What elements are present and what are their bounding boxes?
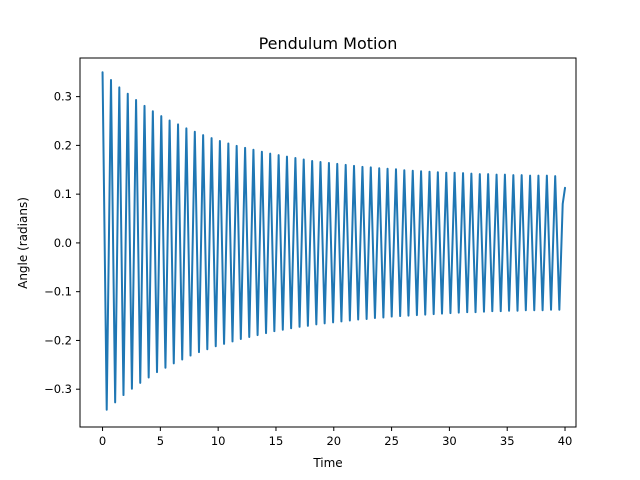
x-tick-label: 0 [99,434,106,448]
y-tick-label: 0.2 [54,138,72,152]
x-tick-label: 10 [211,434,226,448]
x-axis-label: Time [312,456,342,470]
x-axis-ticks: 0 5 10 15 20 25 30 35 40 [99,427,572,448]
x-tick-label: 40 [558,434,573,448]
x-tick-label: 20 [326,434,341,448]
y-tick-label: −0.3 [44,382,72,396]
y-tick-label: −0.1 [44,285,72,299]
x-tick-label: 5 [157,434,164,448]
series-line-angle [101,71,567,411]
x-tick-label: 25 [384,434,399,448]
y-tick-label: 0.0 [54,236,72,250]
x-tick-label: 35 [500,434,515,448]
y-tick-label: 0.1 [54,187,72,201]
chart-title: Pendulum Motion [259,34,398,53]
y-tick-label: 0.3 [54,90,72,104]
y-tick-label: −0.2 [44,333,72,347]
x-tick-label: 30 [442,434,457,448]
y-axis-label: Angle (radians) [16,197,30,289]
x-tick-label: 15 [269,434,284,448]
y-axis-ticks: −0.3 −0.2 −0.1 0.0 0.1 0.2 0.3 [44,90,80,396]
